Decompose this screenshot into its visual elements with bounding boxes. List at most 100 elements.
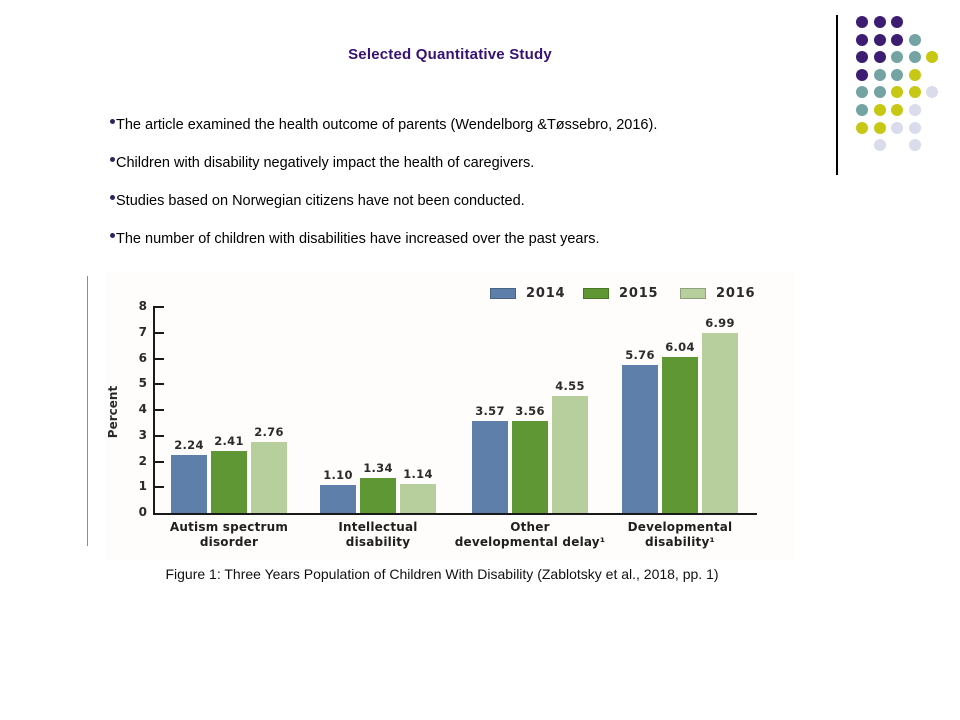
bar-value-label: 6.99 — [705, 316, 735, 330]
decor-dot — [856, 121, 868, 134]
decor-dot — [873, 51, 886, 64]
decor-dot — [891, 68, 904, 81]
legend-swatch — [680, 288, 706, 299]
bar-value-label: 3.56 — [515, 404, 545, 419]
decor-dot — [856, 33, 868, 46]
figure-caption: Figure 1: Three Years Population of Chil… — [165, 566, 719, 582]
y-axis-tick — [153, 486, 164, 489]
legend-label: 2015 — [619, 286, 659, 301]
decor-dot — [891, 33, 904, 46]
decor-dot — [856, 68, 868, 81]
slide-title: Selected Quantitative Study — [348, 46, 552, 63]
category-label-line: disorder — [199, 535, 259, 549]
decor-vertical-line — [836, 15, 838, 175]
decor-dot — [873, 139, 886, 152]
bar-value-label: 2.41 — [214, 433, 244, 448]
category-label-line: Other — [510, 520, 550, 534]
bar-value-label: 6.04 — [665, 340, 695, 355]
bar-value-label: 2.76 — [254, 424, 284, 439]
bullet-icon — [110, 195, 115, 200]
bullet-icon — [110, 233, 115, 238]
bar-2014-3 — [622, 364, 658, 513]
bullet-item: The number of children with disabilities… — [110, 231, 810, 247]
bar-chart-figure: Percent 0 1 2 3 4 5 6 7 8 2.24 1.10 3.57 5.76 2.41 1.3… — [105, 272, 795, 560]
decor-dot — [891, 51, 904, 64]
decor-dot — [873, 33, 886, 46]
bar-value-label: 5.76 — [625, 347, 655, 362]
y-axis-tick — [153, 460, 164, 463]
category-label-line: Intellectual — [338, 520, 418, 534]
decor-dot — [908, 68, 921, 81]
chart-left-rule — [87, 276, 88, 546]
y-axis-line — [153, 307, 155, 515]
bar-value-label: 4.55 — [555, 378, 585, 393]
y-axis-tick-label: 0 — [138, 505, 147, 519]
y-axis-tick-label: 1 — [138, 479, 147, 494]
category-label-line: disability¹ — [645, 535, 715, 549]
bar-2015-1 — [360, 478, 396, 513]
bullet-icon — [110, 157, 115, 162]
y-axis-tick — [153, 357, 164, 360]
category-label: Developmental disability¹ — [595, 520, 765, 550]
decor-dot — [873, 121, 886, 134]
bar-2014-2 — [472, 421, 508, 513]
decor-dot — [873, 16, 886, 28]
category-label-line: developmental delay¹ — [454, 535, 606, 549]
decor-dot — [908, 121, 921, 134]
bar-2014-1 — [320, 484, 356, 513]
bar-value-label: 1.10 — [323, 467, 353, 482]
category-label: Autism spectrum disorder — [144, 520, 314, 550]
bar-2016-0 — [251, 441, 287, 513]
bar-value-label: 1.14 — [403, 466, 433, 481]
bar-2016-1 — [400, 483, 436, 513]
bullet-item: The article examined the health outcome … — [110, 117, 810, 133]
category-label-line: disability — [345, 535, 411, 549]
decor-dot — [926, 51, 939, 64]
y-axis-tick-label: 5 — [138, 376, 147, 391]
bullet-text: The number of children with disabilities… — [116, 231, 600, 247]
y-axis-tick-label: 6 — [138, 350, 147, 365]
decor-dot-grid — [856, 16, 956, 166]
legend-swatch — [490, 288, 516, 299]
decor-dot — [908, 139, 921, 152]
bullet-text: The article examined the health outcome … — [116, 117, 658, 133]
bar-2016-3 — [702, 333, 738, 513]
category-label-line: Developmental — [627, 520, 733, 534]
decor-dot — [891, 121, 904, 134]
decor-dot — [856, 16, 868, 28]
decor-dot — [891, 16, 904, 28]
decor-dot — [908, 104, 921, 116]
x-axis-line — [153, 513, 757, 515]
y-axis-tick-label: 2 — [138, 453, 147, 468]
bullet-item: Children with disability negatively impa… — [110, 155, 810, 171]
bullet-list: The article examined the health outcome … — [110, 117, 810, 269]
bullet-icon — [110, 119, 115, 124]
bullet-item: Studies based on Norwegian citizens have… — [110, 193, 810, 209]
bar-2014-0 — [171, 455, 207, 513]
legend-label: 2014 — [526, 286, 566, 301]
decor-dot — [873, 86, 886, 99]
y-axis-tick-label: 3 — [138, 427, 147, 442]
y-axis-tick — [153, 331, 164, 334]
y-axis-tick-label: 7 — [138, 324, 147, 339]
bullet-text: Children with disability negatively impa… — [116, 155, 535, 171]
y-axis-tick — [153, 434, 164, 437]
bar-2015-3 — [662, 357, 698, 513]
decor-dot — [873, 68, 886, 81]
legend-label: 2016 — [716, 286, 756, 301]
bar-2015-0 — [211, 450, 247, 513]
bullet-text: Studies based on Norwegian citizens have… — [116, 193, 525, 209]
y-axis-tick-label: 8 — [138, 299, 147, 313]
category-label: Other developmental delay¹ — [445, 520, 615, 550]
bar-value-label: 3.57 — [475, 404, 505, 419]
bar-2015-2 — [512, 421, 548, 513]
y-axis-tick — [153, 383, 164, 386]
decor-dot — [873, 104, 886, 116]
decor-dot — [908, 86, 921, 99]
y-axis-tick — [153, 409, 164, 411]
category-label-line: Autism spectrum — [169, 520, 289, 534]
decor-dot — [891, 86, 904, 99]
decor-dot — [856, 104, 868, 116]
y-axis-tick-label: 4 — [138, 402, 147, 416]
bar-2016-2 — [552, 395, 588, 513]
